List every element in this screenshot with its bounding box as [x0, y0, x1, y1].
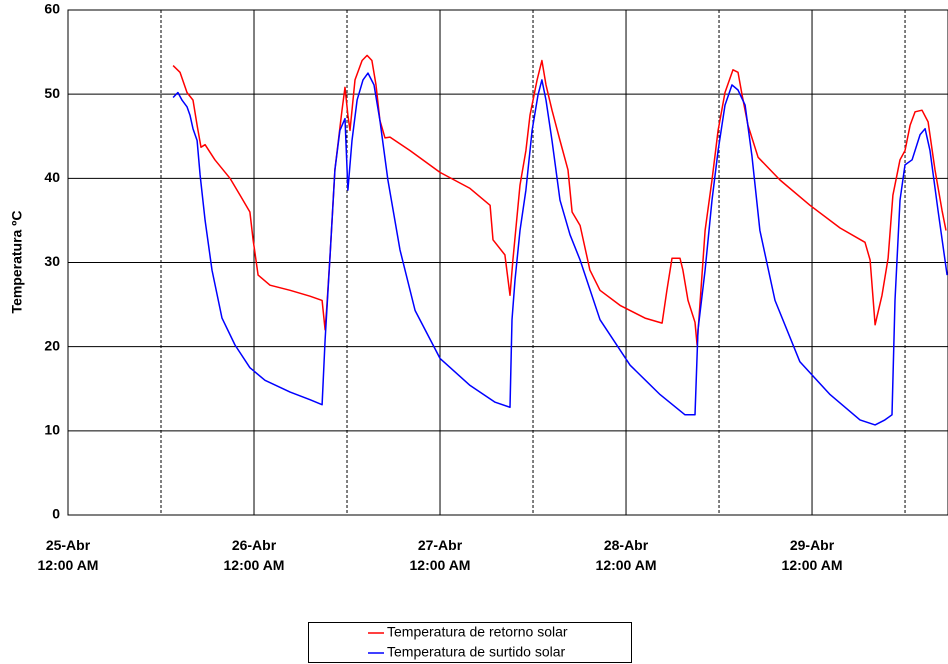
y-tick-label: 0 — [52, 506, 60, 522]
x-tick-label-box: 28-Abr 12:00 AM — [595, 537, 657, 573]
x-tick-label: 26-Abr 12:00 AM — [223, 537, 285, 573]
y-tick-label: 20 — [44, 337, 60, 353]
series-line — [172, 72, 948, 426]
y-tick-label: 60 — [44, 1, 60, 17]
y-tick-label: 40 — [44, 169, 60, 185]
x-tick-label-box: 29-Abr 12:00 AM — [781, 537, 843, 573]
x-tick-label: 28-Abr 12:00 AM — [595, 537, 657, 573]
series-line — [172, 54, 947, 346]
x-tick-label-box: 26-Abr 12:00 AM — [223, 537, 285, 573]
y-tick-label: 30 — [44, 253, 60, 269]
x-tick-label-box: 25-Abr 12:00 AM — [37, 537, 99, 573]
legend-box — [308, 622, 632, 663]
y-tick-label: 10 — [44, 422, 60, 438]
legend-label: Temperatura de surtido solar — [387, 644, 566, 660]
y-axis-title: Temperatura ºC — [9, 211, 25, 314]
x-tick-label: 27-Abr 12:00 AM — [409, 537, 471, 573]
x-tick-label-box: 27-Abr 12:00 AM — [409, 537, 471, 573]
legend-label: Temperatura de retorno solar — [387, 624, 568, 640]
x-tick-label: 25-Abr 12:00 AM — [37, 537, 99, 573]
x-tick-label: 29-Abr 12:00 AM — [781, 537, 843, 573]
y-tick-label: 50 — [44, 85, 60, 101]
